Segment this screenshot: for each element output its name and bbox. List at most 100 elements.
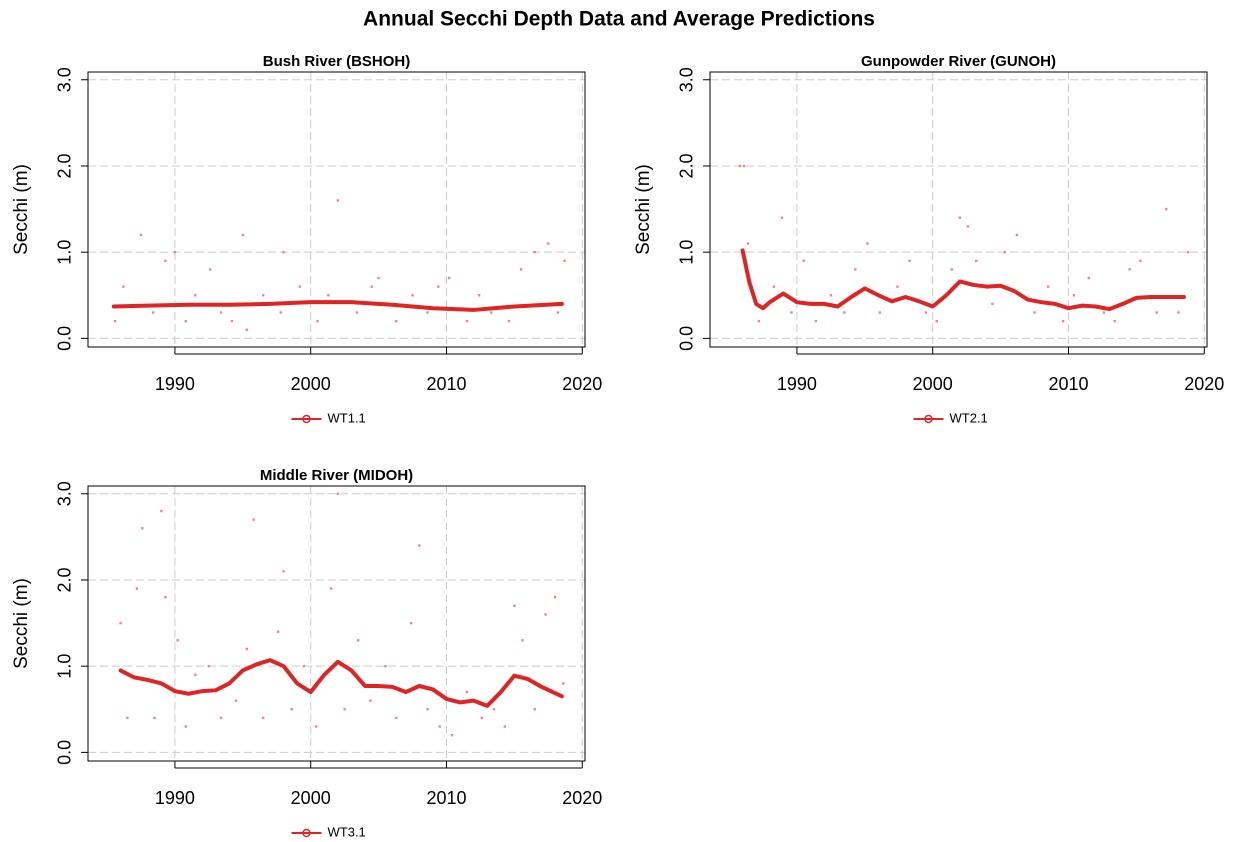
data-point — [282, 570, 285, 573]
data-point — [563, 259, 566, 262]
y-axis-label: Secchi (m) — [11, 578, 32, 669]
data-point — [448, 276, 451, 280]
data-point — [562, 682, 565, 685]
x-tick-label: 2010 — [426, 788, 466, 808]
legend-marker — [924, 414, 933, 424]
data-point — [126, 716, 129, 720]
data-point — [503, 725, 507, 728]
data-point — [151, 311, 155, 314]
data-point — [1139, 259, 1142, 262]
data-point — [935, 319, 938, 323]
data-point — [282, 250, 285, 254]
data-point — [153, 716, 156, 720]
data-point — [219, 311, 223, 314]
data-point — [1033, 311, 1036, 314]
data-point — [426, 708, 429, 711]
x-tick-label: 2020 — [562, 374, 602, 394]
data-point — [438, 725, 441, 728]
data-point — [924, 311, 928, 314]
data-point — [843, 311, 846, 314]
panel-title: Middle River (MIDOH) — [260, 467, 413, 484]
data-point — [276, 630, 280, 633]
data-point — [1061, 319, 1065, 323]
data-point — [209, 268, 212, 271]
data-point — [465, 319, 469, 323]
data-point — [384, 664, 387, 668]
x-tick-label: 2020 — [1184, 374, 1224, 394]
data-point — [164, 259, 167, 262]
data-point — [547, 242, 550, 245]
data-point — [1186, 250, 1190, 254]
data-point — [544, 613, 547, 616]
data-point — [290, 708, 293, 711]
data-point — [395, 319, 398, 323]
figure-title: Annual Secchi Depth Data and Average Pre… — [363, 8, 875, 31]
y-tick-label: 2.0 — [677, 153, 697, 178]
data-point — [327, 294, 330, 297]
data-point — [357, 639, 360, 642]
data-point — [411, 294, 414, 297]
y-tick-label: 1.0 — [55, 654, 75, 679]
data-point — [450, 733, 454, 737]
data-point — [252, 518, 255, 521]
panel-title: Bush River (BSHOH) — [263, 53, 411, 70]
legend-label: WT1.1 — [328, 410, 366, 425]
prediction-line — [740, 248, 1186, 312]
x-tick-label: 2020 — [562, 788, 602, 808]
data-point — [1087, 276, 1091, 280]
data-point — [336, 199, 340, 202]
data-point — [1003, 250, 1006, 254]
data-point — [122, 285, 125, 288]
data-point — [437, 285, 440, 288]
data-point — [261, 294, 265, 297]
data-point — [1072, 294, 1076, 297]
legend-marker — [302, 414, 311, 424]
data-point — [1155, 311, 1158, 314]
data-point — [896, 285, 899, 288]
data-point — [802, 259, 805, 262]
data-point — [1177, 311, 1180, 314]
data-point — [465, 690, 469, 694]
data-point — [950, 268, 953, 271]
x-tick-label: 2010 — [426, 374, 466, 394]
data-point — [1046, 285, 1050, 288]
data-point — [490, 311, 493, 314]
panel-title: Gunpowder River (GUNOH) — [861, 53, 1056, 70]
data-point — [533, 250, 536, 254]
data-point — [139, 233, 143, 237]
x-tick-label: 2000 — [291, 788, 331, 808]
data-point — [377, 276, 380, 280]
y-tick-label: 2.0 — [55, 153, 75, 178]
data-point — [207, 664, 211, 668]
data-point — [1102, 311, 1105, 314]
y-tick-label: 1.0 — [677, 240, 697, 265]
y-tick-label: 0.0 — [55, 740, 75, 765]
x-tick-label: 1990 — [777, 374, 817, 394]
plot-box — [709, 71, 1208, 348]
plot-box — [87, 71, 586, 348]
data-point — [194, 294, 197, 297]
data-point — [772, 285, 776, 288]
y-tick-label: 2.0 — [55, 567, 75, 592]
data-point — [958, 216, 962, 219]
data-point — [336, 492, 340, 495]
data-point — [742, 164, 746, 168]
data-point — [194, 673, 197, 676]
data-point — [519, 268, 523, 271]
x-tick-label: 2000 — [291, 374, 331, 394]
prediction-line — [111, 300, 564, 312]
y-tick-label: 0.0 — [677, 326, 697, 351]
data-point — [1015, 233, 1019, 237]
data-point — [219, 716, 223, 720]
data-point — [521, 639, 524, 642]
data-point — [480, 716, 483, 720]
data-point — [533, 708, 536, 711]
data-point — [329, 587, 333, 590]
plot-box — [87, 485, 586, 762]
data-point — [176, 639, 179, 642]
data-point — [395, 716, 398, 720]
data-point — [1113, 319, 1116, 323]
data-point — [1165, 207, 1168, 211]
data-point — [241, 233, 245, 237]
